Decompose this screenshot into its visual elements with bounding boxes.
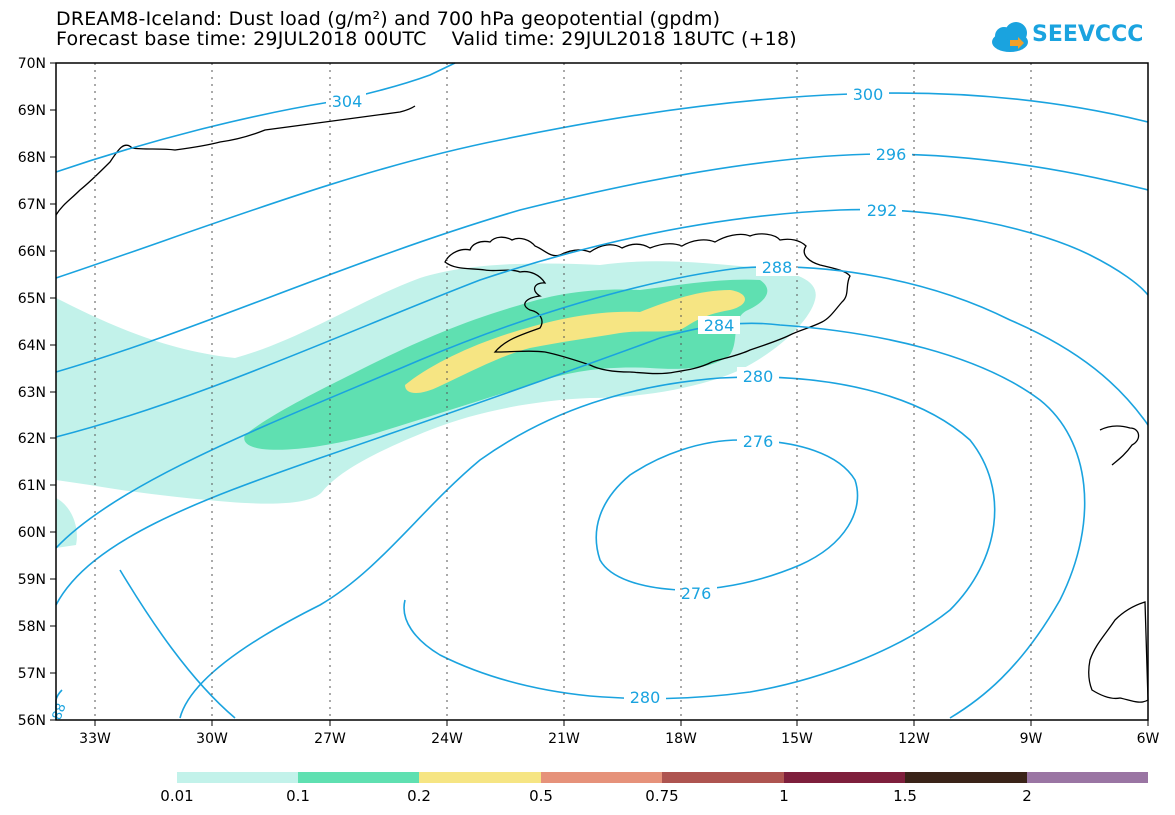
legend-swatch-7 [905, 772, 1027, 783]
contour-label-276-upper: 276 [743, 432, 774, 451]
contour-284 [55, 322, 1086, 719]
legend-swatch-4 [541, 772, 662, 783]
dust-area-0.01-sw [56, 498, 77, 548]
lat-label: 70N [18, 56, 46, 72]
lat-axis [50, 62, 56, 721]
legend-swatch-2 [298, 772, 419, 783]
logo-text: SEEVCCC [1032, 22, 1144, 47]
lon-labels: 33W 30W 27W 24W 21W 18W 15W 12W 9W 6W [79, 731, 1159, 747]
label-bg-288 [756, 258, 798, 276]
dust-load-layer [56, 261, 816, 548]
contour-label-296: 296 [876, 145, 907, 164]
lon-label: 33W [79, 731, 111, 747]
greenland-coastline [55, 105, 416, 216]
contour-label-280-upper: 280 [743, 367, 774, 386]
contour-labels: 304 300 296 292 288 284 280 276 276 280 … [50, 85, 912, 722]
lat-label: 64N [18, 338, 46, 354]
seevccc-logo [992, 22, 1028, 52]
contour-label-304: 304 [332, 92, 363, 111]
lon-label: 21W [548, 731, 580, 747]
contour-tail [119, 569, 236, 719]
lon-label: 12W [898, 731, 930, 747]
lat-label: 63N [18, 385, 46, 401]
color-legend [177, 772, 1148, 783]
grid-lines [94, 63, 1032, 720]
lat-label: 60N [18, 525, 46, 541]
contour-label-288: 288 [762, 258, 793, 277]
lat-label: 66N [18, 244, 46, 260]
scotland-coastline [1088, 601, 1149, 703]
lon-label: 15W [781, 731, 813, 747]
contour-label-300: 300 [853, 85, 884, 104]
label-bg-292 [860, 201, 902, 219]
legend-labels: 0.01 0.1 0.2 0.5 0.75 1 1.5 2 [160, 787, 1031, 805]
label-bg-280-lower [624, 688, 666, 706]
legend-swatch-8 [1027, 772, 1148, 783]
lon-label: 18W [665, 731, 697, 747]
contour-280-inner [179, 376, 996, 719]
lat-label: 58N [18, 619, 46, 635]
label-bg-276-upper [737, 432, 779, 450]
label-bg-280-upper [737, 367, 779, 385]
lat-label: 62N [18, 431, 46, 447]
legend-label: 1 [779, 787, 789, 805]
contour-300 [55, 92, 1149, 279]
legend-label: 0.01 [160, 787, 193, 805]
label-bg-300 [847, 85, 889, 103]
legend-swatch-6 [784, 772, 905, 783]
legend-label: 2 [1022, 787, 1032, 805]
lat-label: 65N [18, 291, 46, 307]
lat-label: 68N [18, 150, 46, 166]
legend-label: 1.5 [893, 787, 917, 805]
legend-label: 0.75 [645, 787, 678, 805]
dust-area-0.2 [405, 290, 745, 394]
legend-swatch-3 [419, 772, 541, 783]
contour-label-284: 284 [704, 316, 735, 335]
lon-label: 27W [314, 731, 346, 747]
legend-swatch-1 [177, 772, 298, 783]
label-bg-304 [326, 92, 366, 110]
lat-label: 61N [18, 478, 46, 494]
lat-labels: 70N 69N 68N 67N 66N 65N 64N 63N 62N 61N … [18, 56, 46, 729]
legend-label: 0.5 [529, 787, 553, 805]
legend-swatch-5 [662, 772, 784, 783]
contour-296 [55, 153, 1149, 373]
faroe-coastline [1099, 425, 1140, 466]
label-bg-284 [698, 316, 740, 334]
lon-label: 30W [196, 731, 228, 747]
lat-label: 67N [18, 197, 46, 213]
contour-288 [55, 266, 1149, 549]
lat-label: 56N [18, 713, 46, 729]
lon-label: 9W [1020, 731, 1043, 747]
lat-label: 59N [18, 572, 46, 588]
lat-label: 69N [18, 103, 46, 119]
contour-304 [55, 62, 456, 173]
lon-label: 6W [1137, 731, 1160, 747]
map-title-line-1: DREAM8-Iceland: Dust load (g/m²) and 700… [56, 8, 721, 30]
lon-axis [94, 720, 1149, 726]
label-bg-296 [870, 145, 912, 163]
contour-label-276-lower: 276 [681, 584, 712, 603]
map-title-line-2: Forecast base time: 29JUL2018 00UTC Vali… [56, 28, 797, 50]
contour-label-280-lower: 280 [630, 688, 661, 707]
contour-292 [55, 208, 1149, 438]
contour-label-88: 88 [50, 701, 70, 722]
label-bg-276-lower [675, 584, 717, 602]
lon-label: 24W [431, 731, 463, 747]
legend-label: 0.2 [407, 787, 431, 805]
legend-label: 0.1 [286, 787, 310, 805]
cloud-icon [992, 22, 1028, 52]
lat-label: 57N [18, 666, 46, 682]
contour-label-292: 292 [867, 201, 898, 220]
